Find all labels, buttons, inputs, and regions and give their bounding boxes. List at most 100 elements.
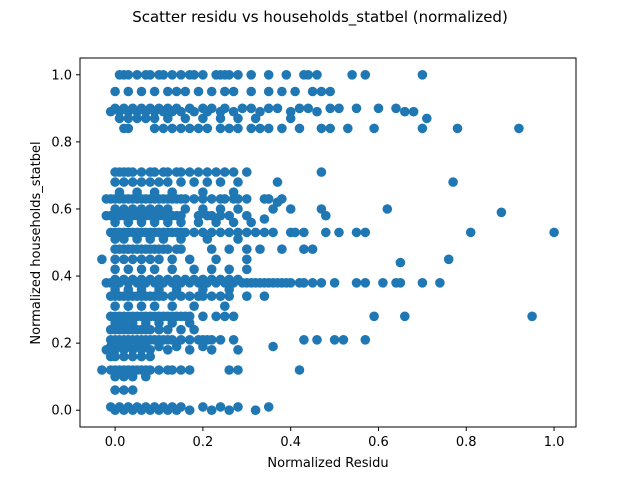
scatter-point — [136, 217, 147, 228]
scatter-point — [149, 86, 160, 97]
scatter-point — [158, 234, 169, 244]
scatter-point — [233, 365, 243, 375]
scatter-point — [171, 86, 182, 97]
scatter-point — [110, 217, 120, 228]
scatter-point — [263, 86, 274, 97]
scatter-point — [294, 103, 305, 114]
scatter-point — [321, 227, 331, 238]
scatter-point — [395, 257, 406, 268]
scatter-point — [303, 103, 314, 114]
scatter-point — [158, 291, 169, 302]
scatter-point — [224, 365, 234, 375]
scatter-point — [294, 365, 305, 375]
y-tick-label: 0.2 — [51, 337, 72, 352]
scatter-point — [127, 351, 138, 362]
scatter-point — [202, 167, 213, 177]
scatter-point — [198, 291, 208, 302]
scatter-point — [233, 227, 243, 238]
scatter-point — [123, 123, 134, 134]
scatter-point — [220, 301, 230, 312]
scatter-point — [163, 244, 173, 254]
scatter-point — [184, 405, 195, 416]
scatter-point — [176, 402, 186, 412]
scatter-point — [110, 234, 120, 244]
scatter-point — [307, 244, 318, 254]
scatter-point — [145, 351, 155, 362]
scatter-point — [408, 106, 419, 117]
scatter-point — [145, 324, 155, 335]
scatter-point — [206, 345, 217, 355]
scatter-point — [167, 123, 177, 134]
scatter-point — [206, 291, 217, 302]
scatter-point — [119, 385, 129, 395]
scatter-point — [215, 335, 226, 345]
scatter-point — [233, 234, 243, 244]
scatter-point — [193, 217, 204, 228]
scatter-point — [272, 177, 283, 187]
scatter-point — [220, 86, 230, 97]
scatter-point — [285, 106, 296, 117]
scatter-point — [180, 194, 191, 204]
scatter-point — [184, 167, 195, 177]
scatter-point — [127, 254, 138, 265]
scatter-point — [224, 123, 234, 134]
scatter-point — [290, 227, 300, 238]
scatter-point — [242, 227, 252, 238]
scatter-point — [136, 167, 147, 177]
scatter-point — [123, 113, 134, 124]
scatter-point — [290, 86, 300, 97]
scatter-point — [211, 311, 221, 322]
scatter-point — [167, 291, 177, 302]
scatter-point — [360, 227, 371, 238]
scatter-point — [294, 123, 305, 134]
scatter-point — [224, 244, 234, 254]
scatter-point — [329, 278, 340, 288]
scatter-point — [246, 86, 256, 97]
scatter-point — [198, 70, 208, 80]
scatter-point — [110, 177, 120, 187]
scatter-point — [334, 227, 344, 238]
scatter-point — [97, 365, 107, 375]
scatter-point — [163, 177, 173, 187]
scatter-point — [321, 210, 331, 221]
scatter-point — [176, 123, 186, 134]
scatter-point — [127, 385, 138, 395]
scatter-point — [149, 167, 160, 177]
plot-frame — [79, 57, 577, 428]
scatter-point — [141, 113, 151, 124]
scatter-point — [422, 113, 432, 124]
scatter-point — [119, 371, 129, 382]
scatter-point — [220, 194, 230, 204]
scatter-point — [255, 123, 265, 134]
scatter-point — [259, 227, 270, 238]
scatter-point — [351, 278, 362, 288]
scatter-point — [136, 351, 147, 362]
scatter-point — [215, 123, 226, 134]
scatter-point — [176, 167, 186, 177]
scatter-point — [176, 234, 186, 244]
scatter-point — [163, 113, 173, 124]
scatter-point — [145, 254, 155, 265]
scatter-point — [149, 264, 160, 275]
scatter-point — [211, 217, 221, 228]
scatter-point — [193, 86, 204, 97]
scatter-point — [233, 345, 243, 355]
scatter-point — [250, 227, 261, 238]
scatter-point — [259, 291, 270, 302]
scatter-point — [263, 70, 274, 80]
scatter-point — [347, 70, 357, 80]
y-tick-label: 0.8 — [51, 135, 72, 150]
scatter-point — [145, 345, 155, 355]
scatter-point — [136, 254, 147, 265]
scatter-point — [334, 103, 344, 114]
scatter-point — [110, 371, 120, 382]
scatter-point — [285, 113, 296, 124]
data-points — [97, 70, 559, 416]
scatter-point — [549, 227, 559, 238]
scatter-point — [198, 311, 208, 322]
scatter-point — [228, 335, 239, 345]
scatter-point — [189, 177, 199, 187]
scatter-point — [163, 86, 173, 97]
scatter-point — [136, 86, 147, 97]
